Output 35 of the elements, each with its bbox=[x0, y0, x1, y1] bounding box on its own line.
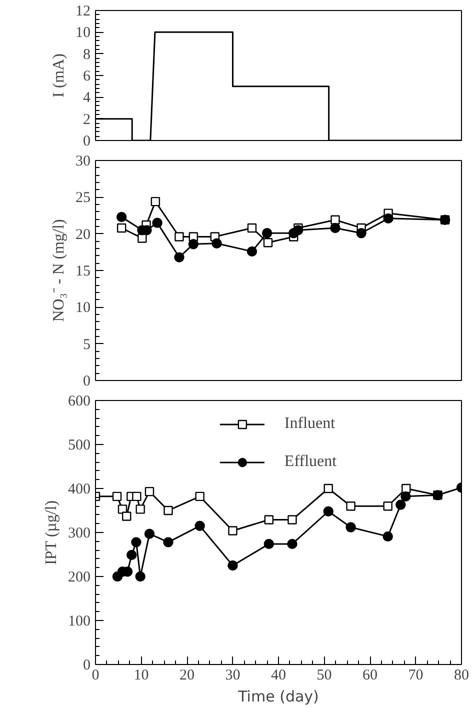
y-tick-label: 15 bbox=[76, 264, 90, 280]
y-tick-label: 300 bbox=[68, 526, 90, 542]
legend-label: Effluent bbox=[284, 453, 337, 471]
x-tick-label: 70 bbox=[408, 668, 424, 684]
x-tick-label: 10 bbox=[134, 668, 149, 684]
y-tick-label: 20 bbox=[76, 226, 90, 243]
y-tick-label: 6 bbox=[83, 68, 91, 84]
y-tick-label: 8 bbox=[83, 46, 90, 63]
y-axis-title: IPT (µg/l) bbox=[43, 500, 60, 565]
y-tick-label: 10 bbox=[76, 25, 90, 42]
y-tick-label: 12 bbox=[76, 4, 90, 20]
x-tick-label: 60 bbox=[362, 668, 378, 684]
x-tick-label: 30 bbox=[225, 668, 240, 684]
y-tick-label: 0 bbox=[83, 374, 90, 390]
x-axis-title: Time (day) bbox=[237, 688, 319, 706]
x-tick-label: 80 bbox=[454, 668, 469, 684]
legend-label: Influent bbox=[284, 415, 336, 433]
y-tick-label: 30 bbox=[76, 154, 90, 170]
y-tick-label: 500 bbox=[68, 438, 90, 454]
y-tick-label: 400 bbox=[68, 482, 90, 498]
y-tick-label: 10 bbox=[76, 300, 90, 316]
y-tick-label: 4 bbox=[83, 90, 91, 106]
x-tick-label: 20 bbox=[180, 668, 194, 684]
y-tick-label: 100 bbox=[68, 614, 90, 630]
x-tick-label: 40 bbox=[271, 668, 286, 684]
y-axis-title: I (mA) bbox=[50, 54, 68, 98]
y-tick-label: 200 bbox=[68, 570, 90, 586]
y-tick-label: 0 bbox=[83, 134, 90, 150]
y-tick-label: 5 bbox=[83, 336, 90, 353]
y-tick-label: 0 bbox=[83, 658, 90, 674]
y-axis-title: NO₃⁻ - N (mg/l) bbox=[50, 219, 68, 322]
x-tick-label: 50 bbox=[316, 668, 332, 684]
y-tick-label: 2 bbox=[83, 112, 90, 128]
y-tick-label: 600 bbox=[68, 394, 90, 410]
y-tick-label: 25 bbox=[76, 190, 90, 206]
